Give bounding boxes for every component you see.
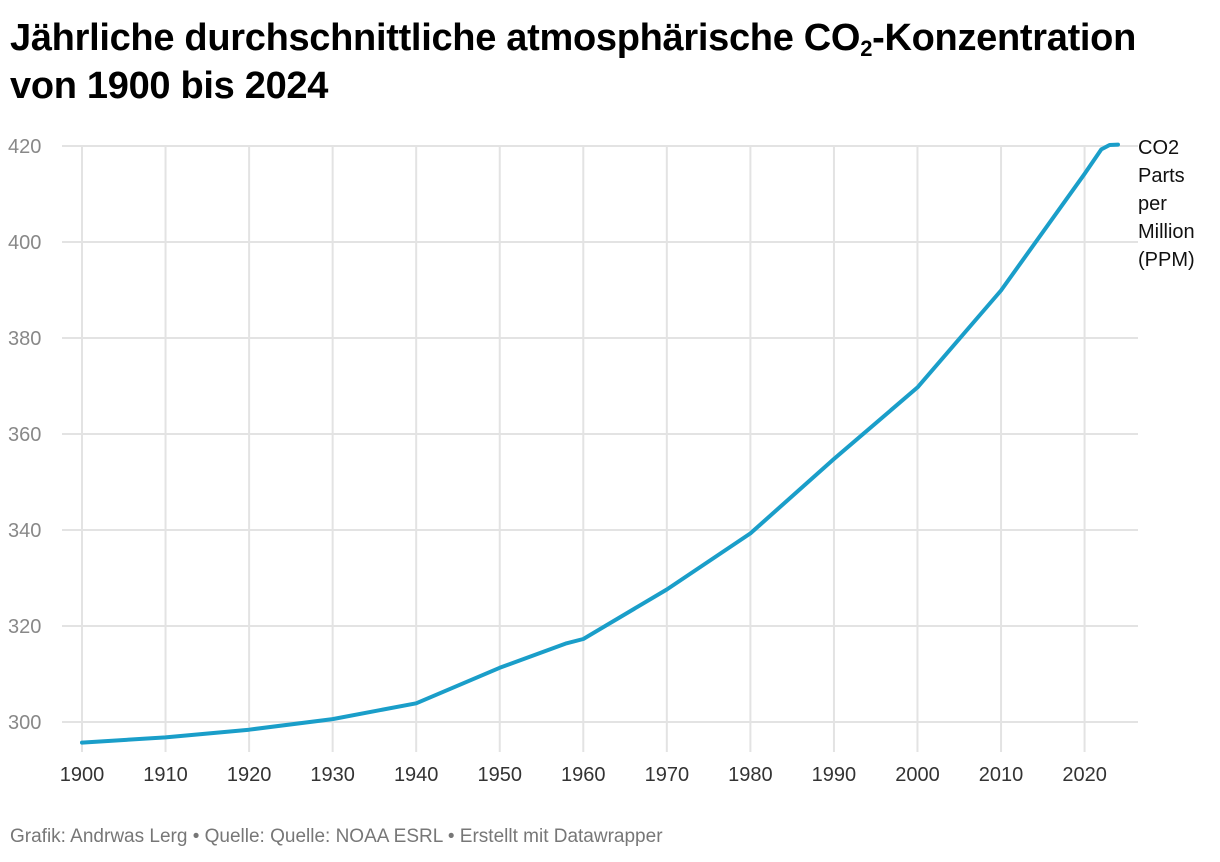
- x-tick-label-1910: 1910: [143, 764, 188, 786]
- y-tick-label-420: 420: [8, 136, 41, 158]
- y-tick-label-380: 380: [8, 328, 41, 350]
- y-tick-label-400: 400: [8, 232, 41, 254]
- x-tick-label-1940: 1940: [394, 764, 439, 786]
- y-tick-label-360: 360: [8, 424, 41, 446]
- series-label: CO2 Parts per Million (PPM): [1138, 137, 1195, 271]
- x-axis: 1900 1910 1920 1930 1940 1950 1960 1970 1980 1990…: [60, 764, 1107, 786]
- x-tick-label-2020: 2020: [1062, 764, 1107, 786]
- title-part-1: Jährliche durchschnittliche atmosphärisc…: [10, 17, 861, 59]
- x-tick-label-1900: 1900: [60, 764, 105, 786]
- y-tick-label-320: 320: [8, 616, 41, 638]
- x-tick-label-1990: 1990: [812, 764, 857, 786]
- x-tick-label-1950: 1950: [477, 764, 522, 786]
- x-tick-label-1970: 1970: [645, 764, 690, 786]
- source-footer: Grafik: Andrwas Lerg • Quelle: Quelle: N…: [10, 826, 663, 847]
- x-tick-label-1960: 1960: [561, 764, 606, 786]
- grid-lines: [62, 145, 1138, 752]
- series-group: [80, 142, 1120, 745]
- x-tick-label-1980: 1980: [728, 764, 773, 786]
- x-tick-label-1930: 1930: [310, 764, 355, 786]
- chart-title: Jährliche durchschnittliche atmosphärisc…: [10, 14, 1200, 110]
- x-tick-label-1920: 1920: [227, 764, 272, 786]
- y-tick-label-300: 300: [8, 712, 41, 734]
- y-axis: 300 320 340 360 380 400 420: [8, 136, 41, 734]
- x-tick-label-2000: 2000: [895, 764, 940, 786]
- series-line-co2: [80, 142, 1120, 745]
- x-tick-label-2010: 2010: [979, 764, 1024, 786]
- series-label-text: CO2 Parts per Million (PPM): [1138, 137, 1195, 271]
- y-tick-label-340: 340: [8, 520, 41, 542]
- title-part-2: -Konzentration von 1900 bis 2024: [10, 17, 1137, 107]
- title-subscript: 2: [860, 36, 873, 61]
